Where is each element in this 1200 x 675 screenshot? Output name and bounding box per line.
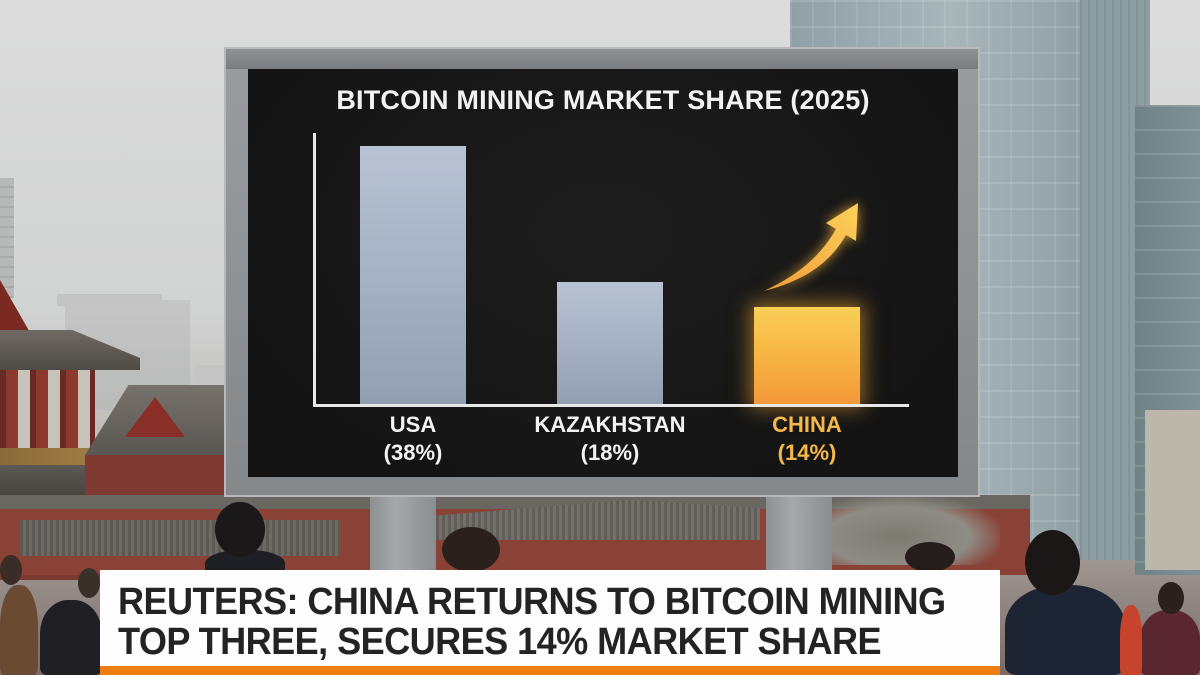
headline-line-2: TOP THREE, SECURES 14% MARKET SHARE bbox=[118, 621, 882, 663]
pedestrian bbox=[1120, 605, 1142, 675]
news-lower-third: REUTERS: CHINA RETURNS TO BITCOIN MINING… bbox=[100, 570, 1000, 675]
percent-label: (14%) bbox=[777, 440, 837, 465]
billboard-frame bbox=[226, 49, 978, 69]
pedestrian-head bbox=[0, 555, 22, 585]
country-label: KAZAKHSTAN bbox=[534, 412, 686, 437]
billboard-support-right bbox=[766, 495, 832, 575]
up-trend-arrow-icon bbox=[764, 203, 858, 291]
pedestrian-head bbox=[1025, 530, 1080, 595]
pedestrian bbox=[40, 600, 102, 675]
pedestrian-head bbox=[78, 568, 100, 598]
pedestrian-head bbox=[442, 527, 500, 572]
low-building-right bbox=[1145, 410, 1200, 570]
y-axis bbox=[313, 133, 316, 407]
bar-china bbox=[754, 307, 860, 404]
chart-title: BITCOIN MINING MARKET SHARE (2025) bbox=[336, 85, 870, 115]
billboard: BITCOIN MINING MARKET SHARE (2025) USA (… bbox=[224, 47, 980, 497]
pedestrian bbox=[1140, 610, 1200, 675]
headline: REUTERS: CHINA RETURNS TO BITCOIN MINING… bbox=[118, 582, 946, 662]
temple-pavilion-middle bbox=[85, 385, 230, 495]
accent-bar bbox=[100, 666, 1000, 675]
billboard-screen: BITCOIN MINING MARKET SHARE (2025) USA (… bbox=[248, 69, 958, 477]
percent-label: (38%) bbox=[383, 440, 443, 465]
bar-label-usa: USA (38%) bbox=[313, 411, 513, 467]
bar-usa bbox=[360, 146, 466, 404]
billboard-support-left bbox=[370, 495, 436, 575]
country-label: CHINA bbox=[772, 412, 842, 437]
bar-kazakhstan bbox=[557, 282, 663, 404]
pedestrian-head bbox=[215, 502, 265, 557]
bar-label-china: CHINA (14%) bbox=[707, 411, 907, 467]
tall-building-left bbox=[0, 178, 14, 298]
pedestrian bbox=[1005, 585, 1125, 675]
x-axis bbox=[313, 404, 909, 407]
pedestrian bbox=[0, 585, 38, 675]
pedestrian-head bbox=[905, 542, 955, 572]
headline-line-1: REUTERS: CHINA RETURNS TO BITCOIN MINING bbox=[118, 581, 946, 623]
percent-label: (18%) bbox=[580, 440, 640, 465]
country-label: USA bbox=[389, 412, 437, 437]
pedestrian-head bbox=[1158, 582, 1184, 614]
bar-label-kazakhstan: KAZAKHSTAN (18%) bbox=[510, 411, 710, 467]
temple-roof-long bbox=[20, 520, 340, 556]
